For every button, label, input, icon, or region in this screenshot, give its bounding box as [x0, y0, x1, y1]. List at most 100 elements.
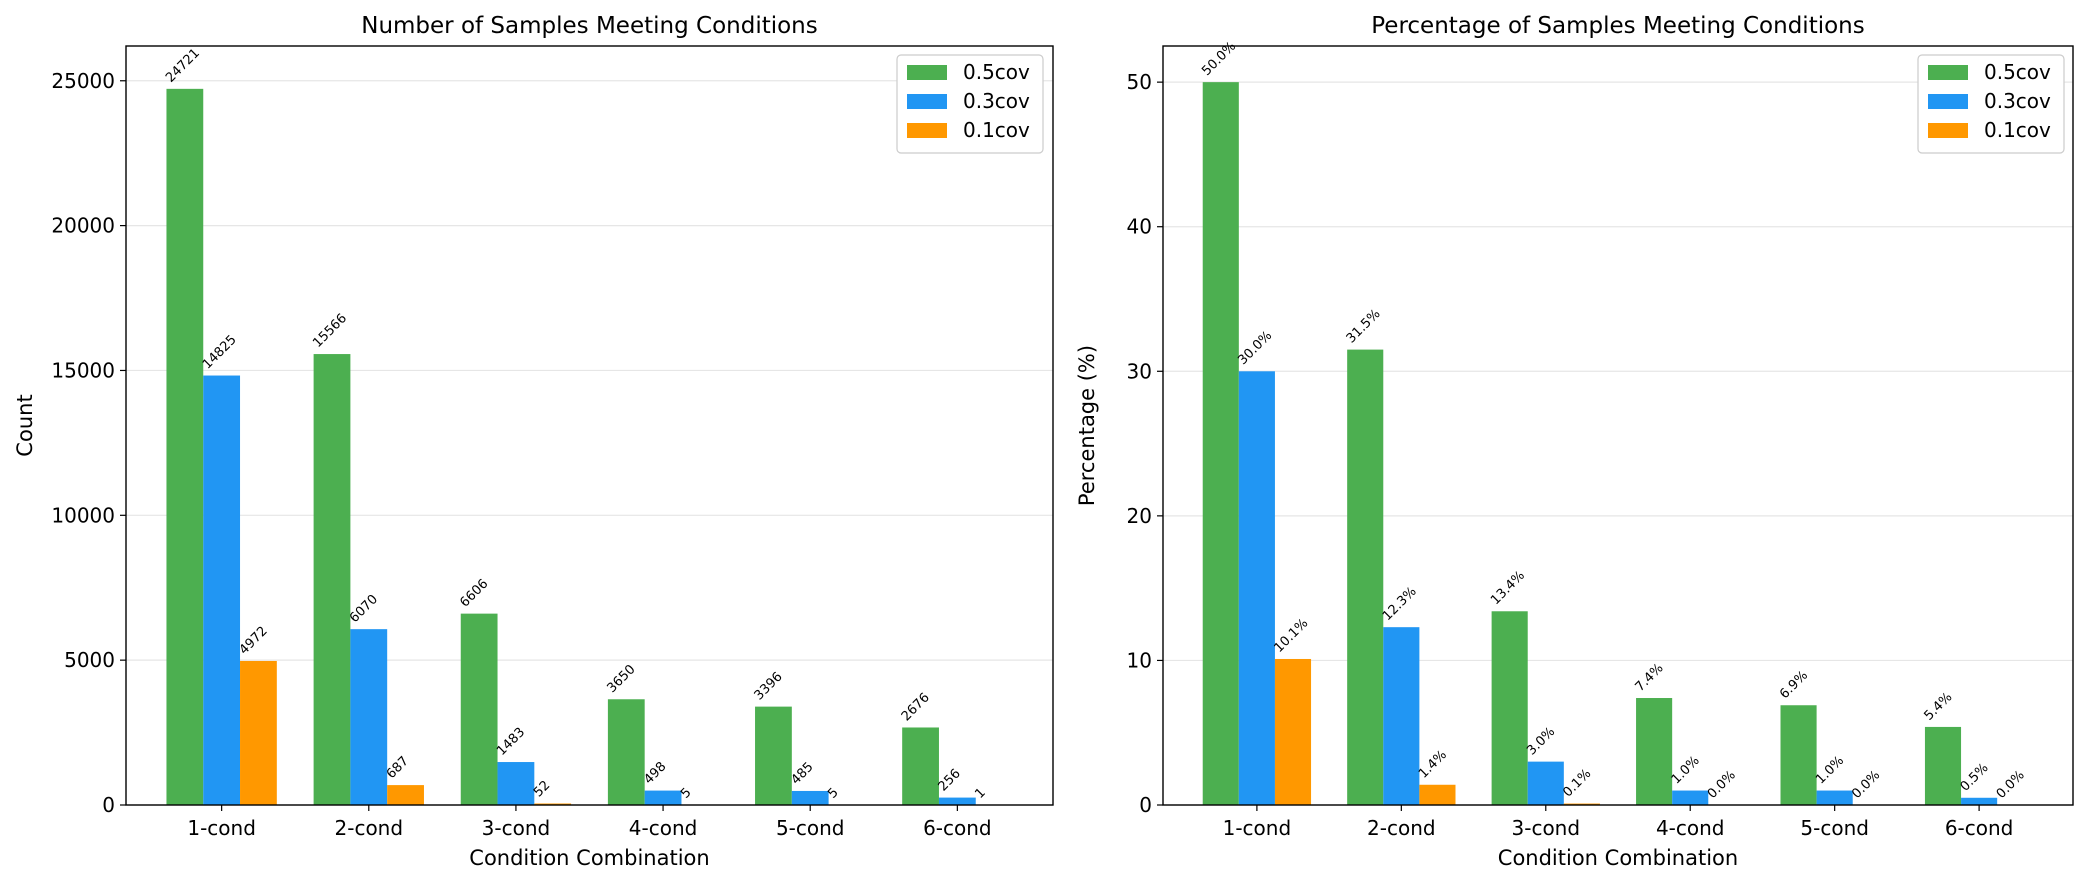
- data-label: 3650: [605, 662, 639, 696]
- data-label: 30.0%: [1235, 328, 1275, 368]
- data-label: 6606: [457, 576, 491, 610]
- bar-0.5cov-5-cond: [1780, 705, 1817, 805]
- y-tick-label: 25000: [51, 69, 115, 93]
- y-tick-label: 5000: [64, 648, 115, 672]
- legend: 0.5cov 0.3cov 0.1cov: [896, 54, 1044, 154]
- bar-0.1cov-3-cond: [1563, 803, 1600, 805]
- legend-label: 0.3cov: [963, 89, 1030, 113]
- bar-0.3cov-4-cond: [644, 790, 682, 805]
- legend-swatch: [907, 65, 947, 80]
- y-tick-label: 20: [1127, 504, 1152, 528]
- bar-0.3cov-5-cond: [1816, 790, 1853, 805]
- data-label: 24721: [163, 46, 203, 86]
- plot-frame: [125, 45, 1054, 806]
- legend-swatch: [1928, 123, 1968, 138]
- y-axis-label: Count: [13, 394, 37, 456]
- legend-label: 0.5cov: [963, 60, 1030, 84]
- bar-0.5cov-4-cond: [607, 699, 645, 805]
- bar-0.1cov-1-cond: [1274, 658, 1312, 805]
- legend: 0.5cov 0.3cov 0.1cov: [1917, 54, 2065, 154]
- data-label: 14825: [200, 333, 240, 373]
- x-tick-label: 1-cond: [1223, 816, 1292, 840]
- y-tick-label: 0: [102, 793, 115, 817]
- bar-0.5cov-6-cond: [902, 727, 939, 805]
- legend-label: 0.5cov: [1984, 60, 2051, 84]
- chart-title: Number of Samples Meeting Conditions: [361, 13, 818, 39]
- x-tick-label: 2-cond: [1367, 816, 1436, 840]
- legend-swatch: [907, 94, 947, 109]
- bar-0.5cov-5-cond: [755, 706, 792, 805]
- legend-swatch: [907, 123, 947, 138]
- data-label: 485: [788, 760, 816, 788]
- data-label: 498: [641, 759, 669, 787]
- bar-0.5cov-6-cond: [1924, 726, 1962, 805]
- x-tick-label: 4-cond: [629, 816, 698, 840]
- bar-0.3cov-4-cond: [1672, 790, 1709, 805]
- bar-0.1cov-2-cond: [387, 785, 424, 805]
- bar-0.3cov-6-cond: [1961, 797, 1998, 805]
- y-tick-label: 40: [1127, 215, 1152, 239]
- data-label: 0.0%: [1994, 768, 2028, 802]
- x-tick-label: 6-cond: [1945, 816, 2014, 840]
- data-label: 6070: [347, 592, 381, 626]
- data-label: 31.5%: [1344, 307, 1384, 347]
- bar-0.5cov-3-cond: [1491, 611, 1528, 805]
- y-tick-label: 15000: [51, 358, 115, 382]
- bar-0.3cov-5-cond: [791, 790, 829, 805]
- bar-0.3cov-6-cond: [938, 797, 976, 805]
- data-label: 50.0%: [1199, 39, 1239, 79]
- x-tick-label: 3-cond: [482, 816, 551, 840]
- bar-0.5cov-1-cond: [1202, 82, 1239, 805]
- legend-label: 0.1cov: [963, 118, 1030, 142]
- y-tick-label: 10: [1127, 648, 1152, 672]
- x-tick-label: 4-cond: [1656, 816, 1725, 840]
- data-label: 10.1%: [1271, 616, 1311, 656]
- bar-0.3cov-3-cond: [1527, 761, 1564, 805]
- data-label: 3.0%: [1524, 724, 1558, 758]
- bar-0.5cov-1-cond: [166, 88, 204, 806]
- data-label: 0.0%: [1705, 768, 1739, 802]
- data-label: 0.5%: [1958, 761, 1992, 795]
- data-label: 2676: [899, 690, 933, 724]
- legend-label: 0.1cov: [1984, 118, 2051, 142]
- bar-0.3cov-2-cond: [350, 629, 388, 805]
- legend-swatch: [1928, 65, 1968, 80]
- data-label: 0.1%: [1560, 766, 1594, 800]
- data-label: 1.0%: [1813, 753, 1847, 787]
- y-tick-label: 50: [1127, 70, 1152, 94]
- plot-frame: [1162, 45, 2074, 806]
- data-label: 3396: [752, 669, 786, 703]
- bar-0.3cov-1-cond: [1238, 371, 1275, 805]
- legend-swatch: [1928, 94, 1968, 109]
- x-tick-label: 5-cond: [776, 816, 845, 840]
- x-tick-label: 1-cond: [187, 816, 256, 840]
- x-axis-label: Condition Combination: [1498, 846, 1738, 870]
- data-label: 12.3%: [1380, 584, 1420, 624]
- data-label: 15566: [310, 311, 350, 351]
- bar-0.3cov-2-cond: [1383, 627, 1420, 805]
- bar-0.5cov-4-cond: [1636, 698, 1673, 805]
- bar-0.3cov-3-cond: [497, 762, 535, 805]
- data-label: 687: [384, 754, 412, 782]
- data-label: 7.4%: [1633, 661, 1667, 695]
- bar-0.5cov-3-cond: [460, 613, 498, 805]
- bar-0.1cov-1-cond: [240, 660, 277, 805]
- y-tick-label: 30: [1127, 359, 1152, 383]
- percentage-chart-panel: 50.0% 31.5% 13.4% 7.4% 6.9% 5.4% 30.0% 12.3% 3.0…: [1075, 13, 2074, 870]
- x-tick-label: 2-cond: [335, 816, 404, 840]
- bar-0.5cov-2-cond: [1347, 349, 1384, 805]
- data-label: 1483: [494, 725, 528, 759]
- data-label: 0.0%: [1849, 768, 1883, 802]
- data-label: 6.9%: [1777, 668, 1811, 702]
- x-tick-label: 3-cond: [1512, 816, 1581, 840]
- data-label: 1.4%: [1416, 748, 1450, 782]
- x-axis-label: Condition Combination: [469, 846, 709, 870]
- data-label: 13.4%: [1488, 568, 1528, 608]
- y-tick-label: 0: [1139, 793, 1152, 817]
- bar-0.5cov-2-cond: [313, 354, 351, 805]
- count-chart-panel: 24721 15566 6606 3650 3396 2676 14825 6070 1483 4…: [13, 13, 1054, 870]
- bar-0.3cov-1-cond: [203, 375, 241, 805]
- data-label: 1.0%: [1669, 753, 1703, 787]
- y-axis-label: Percentage (%): [1075, 345, 1099, 506]
